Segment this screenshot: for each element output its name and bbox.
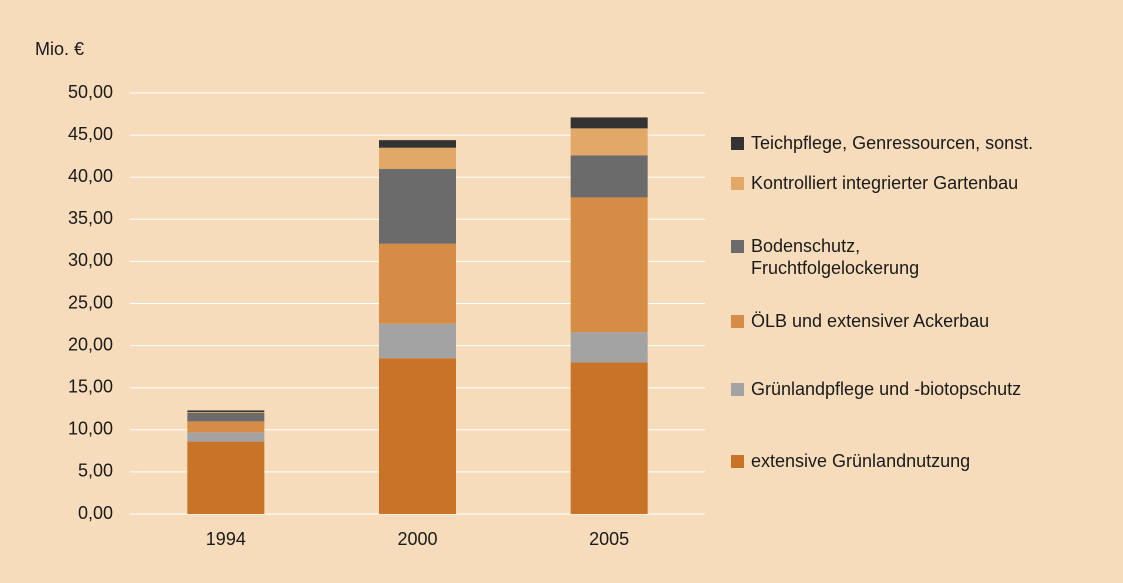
- legend-label: Grünlandpflege und -biotopschutz: [751, 379, 1022, 399]
- legend-item: Grünlandpflege und -biotopschutz: [731, 378, 1101, 400]
- legend-swatch: [731, 315, 744, 328]
- bar-segment: [187, 441, 265, 514]
- legend-swatch: [731, 177, 744, 190]
- bar-segment: [379, 147, 456, 169]
- x-tick-label: 2005: [589, 529, 629, 549]
- legend-label: extensive Grünlandnutzung: [751, 451, 971, 471]
- legend-swatch: [731, 137, 744, 150]
- bar-segment: [187, 410, 265, 413]
- legend-swatch: [731, 455, 744, 468]
- y-tick-label: 15,00: [68, 376, 113, 396]
- legend-item: Bodenschutz, Fruchtfolgelockerung: [731, 235, 951, 279]
- bar-segment: [187, 412, 265, 413]
- legend-label: ÖLB und extensiver Ackerbau: [751, 311, 990, 331]
- bar-segment: [187, 421, 265, 433]
- bar-segment: [187, 412, 265, 422]
- legend-item: extensive Grünlandnutzung: [731, 450, 1101, 472]
- legend-label: Bodenschutz, Fruchtfolgelockerung: [751, 236, 920, 278]
- bar-segment: [379, 168, 456, 244]
- y-tick-label: 40,00: [68, 166, 113, 186]
- bar-segment: [570, 362, 648, 514]
- x-tick-label: 2000: [397, 529, 437, 549]
- bar-segment: [187, 432, 265, 442]
- legend-swatch: [731, 240, 744, 253]
- legend-label: Kontrolliert integrierter Gartenbau: [751, 173, 1019, 193]
- bar-segment: [570, 117, 648, 129]
- y-tick-label: 10,00: [68, 419, 113, 439]
- legend-item: ÖLB und extensiver Ackerbau: [731, 310, 1101, 332]
- legend-label: Teichpflege, Genressourcen, sonst.: [751, 133, 1034, 153]
- bar-segment: [570, 128, 648, 156]
- legend-swatch: [731, 383, 744, 396]
- bar-segment: [570, 332, 648, 363]
- y-tick-label: 35,00: [68, 208, 113, 228]
- x-tick-label: 1994: [206, 529, 246, 549]
- y-axis-label: Mio. €: [35, 39, 84, 59]
- y-tick-label: 20,00: [68, 334, 113, 354]
- y-tick-label: 25,00: [68, 292, 113, 312]
- bar-segment: [570, 197, 648, 333]
- y-tick-label: 45,00: [68, 124, 113, 144]
- legend-item: Teichpflege, Genressourcen, sonst.: [731, 132, 1051, 154]
- legend-item: Kontrolliert integrierter Gartenbau: [731, 172, 1101, 194]
- bar-segment: [379, 243, 456, 324]
- y-tick-label: 50,00: [68, 82, 113, 102]
- bar-segment: [570, 155, 648, 198]
- bar-segment: [379, 323, 456, 359]
- y-tick-label: 30,00: [68, 250, 113, 270]
- y-tick-label: 0,00: [78, 503, 113, 523]
- bar-segment: [379, 358, 456, 514]
- bar-segment: [379, 140, 456, 148]
- y-tick-label: 5,00: [78, 461, 113, 481]
